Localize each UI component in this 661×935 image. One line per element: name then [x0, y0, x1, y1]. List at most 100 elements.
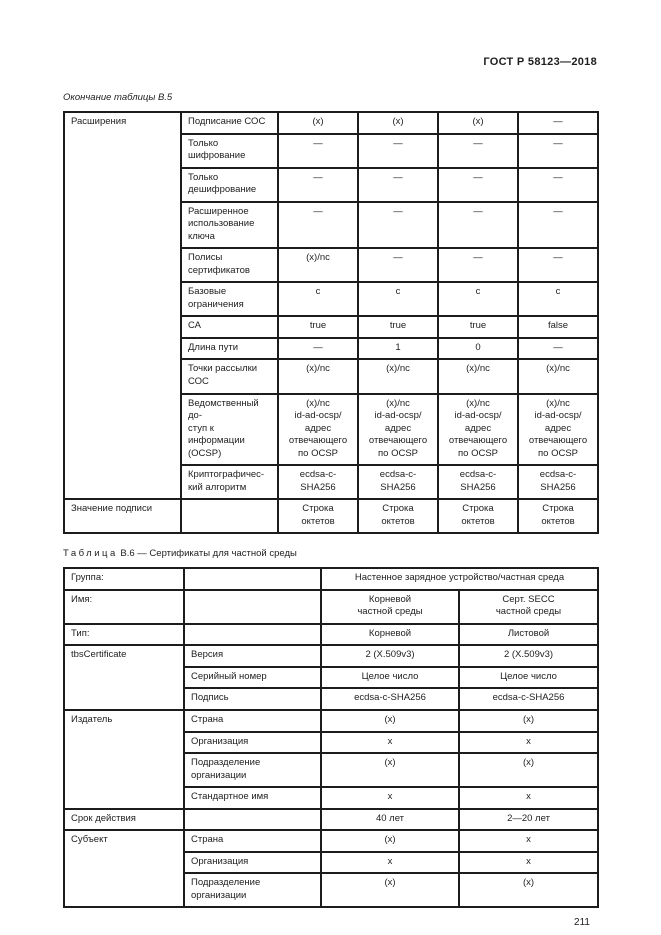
cell-value: с — [357, 281, 439, 318]
table-b5-caption: Окончание таблицы В.5 — [63, 92, 173, 103]
cell-value: — — [437, 166, 519, 203]
cell-value: (х) — [458, 872, 599, 909]
table-row: Расширения Подписание СОС (х) (х) (х) — — [63, 110, 599, 501]
row-label: Страна — [183, 709, 322, 733]
cell-value: — — [517, 111, 599, 135]
row-group-label: tbsCertificate — [63, 644, 185, 711]
row-label: Группа: — [63, 567, 185, 591]
table-row: Тип: Корневой Листовой — [63, 622, 599, 647]
cell-value: х — [320, 730, 460, 755]
cell-value: — — [517, 166, 599, 203]
cell-value: — — [517, 200, 599, 250]
cell-value: 2 (X.509v3) — [320, 644, 460, 668]
row-label: Срок действия — [63, 807, 185, 832]
row-label: Точки рассылки СОС — [180, 358, 279, 395]
cell-value: ecdsa-c-SHA256 — [458, 687, 599, 711]
cell-value: (х) — [458, 752, 599, 789]
row-label: Организация — [183, 850, 322, 875]
cell-value: с — [437, 281, 519, 318]
cell-value: с — [277, 281, 359, 318]
cell-value: (х) — [320, 752, 460, 789]
row-label: Значение подписи — [63, 498, 182, 535]
page-number: 211 — [574, 917, 590, 929]
cell-value: (x)/nc — [437, 358, 519, 395]
row-label: Базовые ограничения — [180, 281, 279, 318]
row-label: Подразделение организации — [183, 872, 322, 909]
table-b6-caption-title: В.6 — Сертификаты для частной среды — [120, 548, 297, 560]
cell-value: (x)/nc id-ad-ocsp/ адрес отвечающего по … — [437, 392, 519, 467]
table-b6-caption: Таблица В.6 — Сертификаты для частной ср… — [63, 548, 597, 559]
table-row: Имя: Корневой частной среды Серт. SECC ч… — [63, 588, 599, 625]
cell-value: (х) — [320, 829, 460, 853]
cell-value: — — [517, 336, 599, 361]
cell-value: — — [277, 166, 359, 203]
cell-value: Целое число — [458, 665, 599, 690]
row-label: Имя: — [63, 588, 185, 625]
row-label: Ведомственный до- ступ к информации (OCS… — [180, 392, 279, 467]
table-row: Подразделение организации (х) (х) — [64, 872, 599, 909]
cell-value: — — [357, 166, 439, 203]
cell-value: — — [357, 247, 439, 284]
row-label: Криптографичес- кий алгоритм — [180, 464, 279, 501]
row-label: Полисы сертификатов — [180, 247, 279, 284]
row-label: Организация — [183, 730, 322, 755]
row-label: Версия — [183, 644, 322, 668]
table-row: Субъект Страна (х) х — [63, 829, 599, 909]
cell-value: 2—20 лет — [458, 807, 599, 832]
empty-cell — [183, 622, 322, 647]
cell-value: (x)/nc — [277, 358, 359, 395]
row-label: Подписание СОС — [180, 111, 279, 135]
cell-value: ecdsa-c-SHA256 — [320, 687, 460, 711]
row-group-label: Издатель — [63, 709, 185, 810]
table-row: Только шифрование — — — — — [64, 132, 599, 169]
cell-value: х — [458, 730, 599, 755]
table-row: Полисы сертификатов (x)/nc — — — — [64, 247, 599, 284]
cell-value: Корневой частной среды — [320, 588, 460, 625]
cell-value: — — [437, 247, 519, 284]
row-label: СА — [180, 315, 279, 339]
cell-value: — — [357, 132, 439, 169]
table-row: tbsCertificate Версия 2 (X.509v3) 2 (X.5… — [63, 644, 599, 711]
cell-value: — — [277, 132, 359, 169]
table-row: Точки рассылки СОС (x)/nc (x)/nc (x)/nc … — [64, 358, 599, 395]
table-row: Длина пути — 1 0 — — [64, 336, 599, 361]
cell-value: true — [357, 315, 439, 339]
cell-value: 1 — [357, 336, 439, 361]
cell-value: — — [437, 132, 519, 169]
table-row: Организация х х — [64, 730, 599, 755]
row-label: Серийный номер — [183, 665, 322, 690]
empty-cell — [180, 498, 279, 535]
cell-value: — — [357, 200, 439, 250]
cell-value: false — [517, 315, 599, 339]
cell-value: (х) — [458, 709, 599, 733]
cell-value: Настенное зарядное устройство/частная ср… — [320, 567, 599, 591]
cell-value: (x)/nc id-ad-ocsp/ адрес отвечающего по … — [517, 392, 599, 467]
cell-value: ecdsa-c- SHA256 — [517, 464, 599, 501]
table-row: Серийный номер Целое число Целое число — [64, 665, 599, 690]
cell-value: (x)/nc — [517, 358, 599, 395]
cell-value: (х) — [437, 111, 519, 135]
row-group-label: Расширения — [63, 110, 182, 501]
cell-value: х — [458, 829, 599, 853]
cell-value: — — [437, 200, 519, 250]
row-label: Тип: — [63, 622, 185, 647]
cell-value: (x)/nc id-ad-ocsp/ адрес отвечающего по … — [277, 392, 359, 467]
cell-value: true — [437, 315, 519, 339]
row-group-label: Субъект — [63, 829, 185, 909]
cell-value: х — [320, 850, 460, 875]
table-row: Группа: Настенное зарядное устройство/ча… — [63, 567, 599, 591]
cell-value: — — [517, 132, 599, 169]
cell-value: Целое число — [320, 665, 460, 690]
cell-value: 40 лет — [320, 807, 460, 832]
table-b6-caption-word: Таблица — [63, 548, 118, 560]
table-row: Расширенное использование ключа — — — — — [64, 200, 599, 250]
cell-value: (x)/nc — [277, 247, 359, 284]
cell-value: (x)/nc — [357, 358, 439, 395]
empty-cell — [183, 588, 322, 625]
row-label: Расширенное использование ключа — [180, 200, 279, 250]
table-row: Стандартное имя х х — [64, 786, 599, 810]
table-row: Только дешифрование — — — — — [64, 166, 599, 203]
cell-value: Серт. SECC частной среды — [458, 588, 599, 625]
table-row: Значение подписи Строка октетов Строка о… — [63, 498, 599, 535]
